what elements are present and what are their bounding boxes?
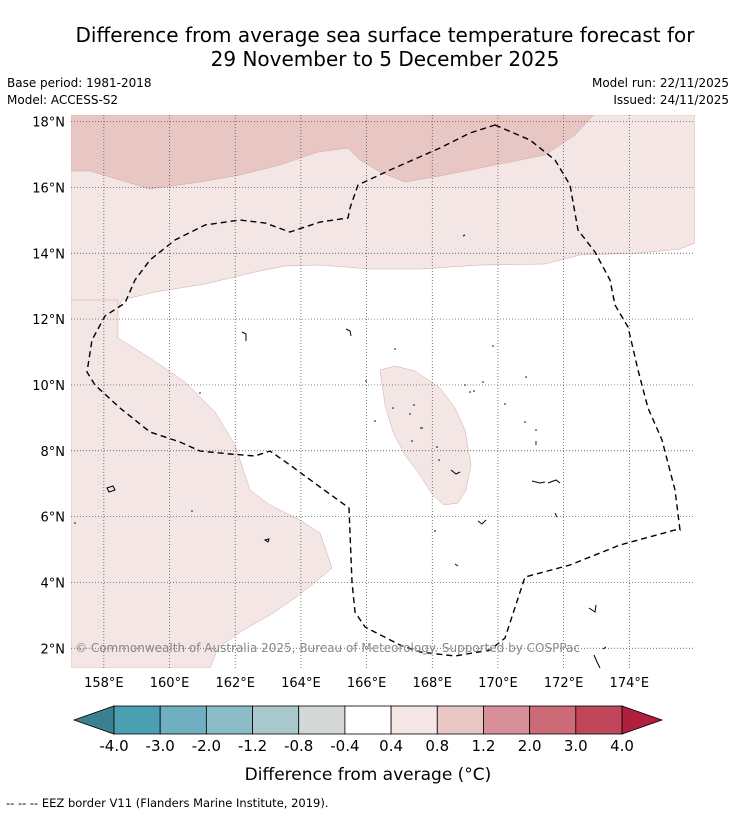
colorbar-segment xyxy=(483,705,531,735)
colorbar-segment xyxy=(298,705,346,735)
issued-date: Issued: 24/11/2025 xyxy=(613,93,729,107)
colorbar-segment xyxy=(344,705,392,735)
colorbar-segment xyxy=(252,705,300,735)
anomaly-region-central-light xyxy=(379,365,472,506)
lon-tick-label: 164°E xyxy=(281,676,321,691)
colorbar-tick-label: -2.0 xyxy=(192,737,221,755)
island-outlines xyxy=(106,234,607,668)
island xyxy=(531,480,546,484)
colorbar-under-arrow xyxy=(72,705,115,735)
copyright-text: © Commonwealth of Australia 2025, Bureau… xyxy=(75,641,580,655)
lon-tick-label: 174°E xyxy=(610,676,650,691)
lat-tick-label: 10°N xyxy=(32,379,65,394)
colorbar-tick-label: -3.0 xyxy=(146,737,175,755)
island xyxy=(602,646,607,650)
lon-tick-label: 158°E xyxy=(84,676,124,691)
colorbar-label: Difference from average (°C) xyxy=(245,765,492,785)
island xyxy=(462,234,466,237)
colorbar-tick-label: 0.4 xyxy=(379,737,403,755)
base-period: Base period: 1981-2018 xyxy=(7,76,152,90)
colorbar-tick-label: 2.0 xyxy=(518,737,542,755)
island xyxy=(263,538,270,543)
lat-tick-label: 6°N xyxy=(41,511,66,526)
island xyxy=(547,479,561,484)
colorbar-tick-label: -0.8 xyxy=(284,737,313,755)
island-dots xyxy=(74,345,537,524)
island xyxy=(106,485,116,493)
lat-tick-label: 14°N xyxy=(32,247,65,262)
lat-tick-label: 12°N xyxy=(32,313,65,328)
eez-legend-label: EEZ border V11 (Flanders Marine Institut… xyxy=(41,796,329,810)
colorbar-tick-label: 3.0 xyxy=(564,737,588,755)
colorbar-over-arrow xyxy=(621,705,664,735)
island xyxy=(593,654,601,668)
anomaly-region-north-dark xyxy=(71,115,595,190)
colorbar-segment xyxy=(113,705,161,735)
chart-title-line2: 29 November to 5 December 2025 xyxy=(210,47,560,71)
lon-tick-label: 162°E xyxy=(215,676,255,691)
island xyxy=(450,469,461,475)
colorbar: -4.0 -3.0 -2.0 -1.2 -0.8 -0.4 0.4 0.8 1.2 2.0 3.0 4… xyxy=(72,705,664,755)
colorbar-segment xyxy=(575,705,623,735)
eez-border xyxy=(86,124,681,657)
lon-tick-label: 168°E xyxy=(412,676,452,691)
colorbar-tick-label: -1.2 xyxy=(238,737,267,755)
island xyxy=(554,512,558,518)
map-area xyxy=(71,115,695,668)
lat-tick-label: 18°N xyxy=(32,116,65,131)
longitude-labels: 158°E 160°E 162°E 164°E 166°E 168°E 170°E 172°E… xyxy=(84,676,649,691)
model-run: Model run: 22/11/2025 xyxy=(591,76,729,90)
lat-tick-label: 8°N xyxy=(41,445,66,460)
island xyxy=(588,604,597,613)
chart-title-line1: Difference from average sea surface temp… xyxy=(75,23,695,47)
island xyxy=(345,328,352,337)
model-name: Model: ACCESS-S2 xyxy=(7,93,119,107)
colorbar-segment xyxy=(436,705,484,735)
latitude-labels: 2°N 4°N 6°N 8°N 10°N 12°N 14°N 16°N 18°N xyxy=(32,116,65,658)
lon-tick-label: 172°E xyxy=(544,676,584,691)
colorbar-tick-label: 4.0 xyxy=(610,737,634,755)
anomaly-region-west-light xyxy=(71,299,333,668)
island xyxy=(241,331,247,341)
colorbar-tick-label: 1.2 xyxy=(472,737,496,755)
lon-tick-label: 160°E xyxy=(150,676,190,691)
colorbar-segment xyxy=(390,705,438,735)
colorbar-tick-label: -4.0 xyxy=(99,737,128,755)
colorbar-segment xyxy=(159,705,207,735)
colorbar-segment xyxy=(205,705,253,735)
gridlines xyxy=(71,115,695,668)
eez-legend: -- -- -- EEZ border V11 (Flanders Marine… xyxy=(6,796,329,810)
lon-tick-label: 166°E xyxy=(347,676,387,691)
lon-tick-label: 170°E xyxy=(478,676,518,691)
lat-tick-label: 16°N xyxy=(32,181,65,196)
colorbar-tick-label: 0.8 xyxy=(425,737,449,755)
eez-legend-symbol: -- -- -- xyxy=(6,796,39,810)
island xyxy=(477,519,487,525)
lat-tick-label: 4°N xyxy=(41,576,66,591)
lat-tick-label: 2°N xyxy=(41,642,66,657)
island xyxy=(454,563,459,567)
colorbar-segment xyxy=(529,705,577,735)
colorbar-tick-label: -0.4 xyxy=(330,737,359,755)
